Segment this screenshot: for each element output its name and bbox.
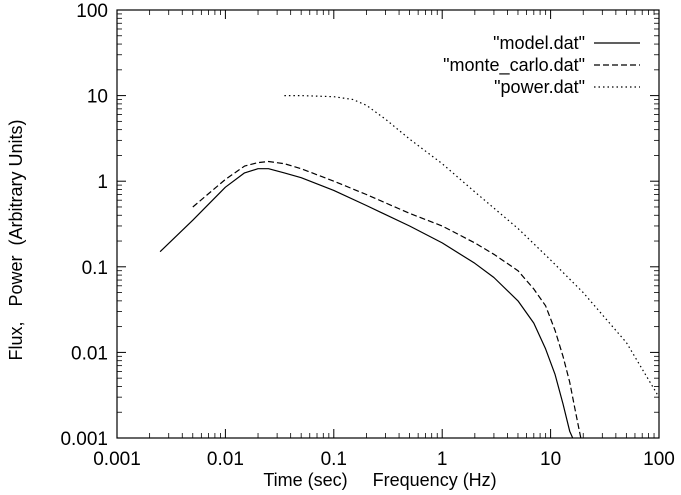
x-tick-label: 0.01 bbox=[207, 449, 244, 470]
y-tick-label: 100 bbox=[76, 1, 108, 22]
y-axis-label: Flux, Power (Arbitrary Units) bbox=[6, 119, 26, 360]
x-tick-label: 1 bbox=[437, 449, 448, 470]
series-line-2 bbox=[192, 160, 582, 439]
y-tick-label: 0.001 bbox=[60, 429, 108, 450]
y-tick-label: 1 bbox=[97, 172, 108, 193]
x-tick-label: 0.1 bbox=[321, 449, 347, 470]
y-tick-label: 10 bbox=[87, 87, 108, 108]
x-tick-label: 100 bbox=[643, 449, 675, 470]
series-line-1 bbox=[159, 168, 574, 439]
y-tick-label: 0.1 bbox=[82, 258, 108, 279]
x-tick-label: 0.001 bbox=[93, 449, 141, 470]
plot-frame bbox=[116, 9, 660, 439]
y-tick-label: 0.01 bbox=[71, 343, 108, 364]
x-axis-label: Time (sec) Frequency (Hz) bbox=[263, 470, 496, 490]
legend-label-2: "monte_carlo.dat" bbox=[443, 55, 585, 76]
legend-label-3: "power.dat" bbox=[494, 77, 585, 97]
plot-border bbox=[116, 9, 660, 439]
legend-label-1: "model.dat" bbox=[493, 33, 585, 53]
y-axis: 0.001 0.01 0.1 1 10 100 bbox=[60, 1, 659, 450]
legend: "model.dat""monte_carlo.dat""power.dat" bbox=[443, 33, 640, 97]
x-tick-label: 10 bbox=[540, 449, 561, 470]
series-line-3 bbox=[284, 94, 660, 398]
x-axis: 0.001 0.01 0.1 1 10 100 bbox=[93, 10, 675, 470]
series-layer bbox=[159, 94, 660, 439]
